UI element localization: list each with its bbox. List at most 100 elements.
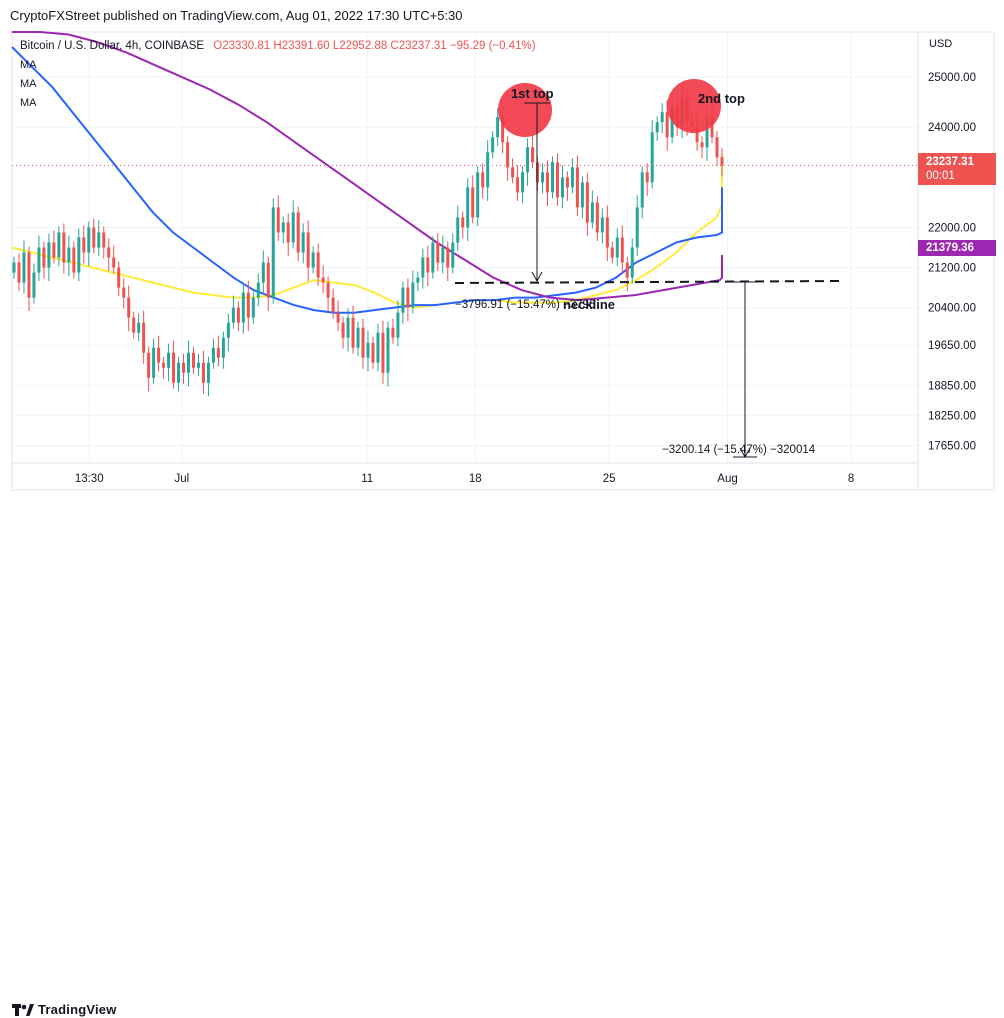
candle-body — [481, 172, 485, 188]
candle-body — [162, 362, 166, 368]
measure-arrowhead — [531, 271, 543, 283]
candle-body — [620, 237, 624, 263]
y-tick-label: 22000.00 — [928, 222, 976, 234]
candle-body — [271, 207, 275, 298]
chart-grid — [11, 31, 995, 491]
candle-body — [201, 362, 205, 383]
candle-body — [506, 142, 510, 168]
candle-body — [466, 187, 470, 228]
candle-body — [42, 247, 46, 268]
candle-body — [391, 327, 395, 338]
candle-body — [555, 162, 559, 198]
candle-body — [635, 207, 639, 248]
candle-body — [177, 362, 181, 383]
candle-body — [526, 147, 530, 173]
candle-body — [406, 287, 410, 308]
candle-body — [705, 117, 709, 148]
neckline — [454, 280, 843, 284]
candle-body — [182, 362, 186, 373]
candle-body — [52, 242, 56, 258]
candle-body — [331, 297, 335, 313]
candle-body — [112, 257, 116, 268]
candle-body — [645, 172, 649, 183]
publisher-header: CryptoFXStreet published on TradingView.… — [0, 0, 1004, 32]
candle-body — [660, 112, 664, 123]
chart-frame — [11, 31, 995, 491]
x-tick-label: 11 — [361, 473, 373, 485]
candle-body — [580, 182, 584, 208]
candle-body — [276, 207, 280, 233]
candle-body — [605, 217, 609, 248]
candle-body — [630, 247, 634, 278]
symbol-name: Bitcoin / U.S. Dollar, 4h, COINBASE — [20, 40, 205, 52]
second-top-marker — [667, 79, 721, 133]
candle-body — [127, 297, 131, 318]
candle-body — [441, 247, 445, 263]
pattern-annotations: 1st top 2nd top neckline−3796.91 (−15.47%)… — [454, 79, 843, 459]
candle-body — [47, 242, 51, 268]
candle-body — [531, 147, 535, 163]
y-tick-label: 19650.00 — [928, 340, 976, 352]
candle-body — [436, 242, 440, 263]
candle-body — [92, 227, 96, 248]
candle-body — [541, 172, 545, 183]
x-tick-label: Jul — [175, 473, 190, 485]
ma-label-slow[interactable]: MA — [20, 97, 37, 109]
candle-body — [147, 352, 151, 378]
y-tick-label: 24000.00 — [928, 122, 976, 134]
candle-body — [286, 222, 290, 243]
y-tick-label: 20400.00 — [928, 303, 976, 315]
candle-body — [446, 247, 450, 268]
candle-body — [416, 277, 420, 283]
y-tick-label: 21200.00 — [928, 263, 976, 275]
candle-body — [496, 117, 500, 138]
candle-body — [665, 112, 669, 138]
candle-body — [346, 317, 350, 338]
ma-slow-line — [12, 31, 723, 302]
candle-body — [261, 262, 265, 283]
candle-body — [700, 142, 704, 148]
candle-body — [386, 327, 390, 373]
x-tick-label: 18 — [469, 473, 482, 485]
candle-body — [501, 117, 505, 143]
last-price-value: 23237.31 — [926, 156, 974, 168]
candle-body — [27, 252, 31, 298]
candle-body — [301, 232, 305, 253]
candle-body — [72, 247, 76, 273]
candle-body — [426, 257, 430, 273]
candle-body — [600, 217, 604, 233]
candle-body — [62, 232, 66, 263]
ma-label-mid[interactable]: MA — [20, 78, 37, 90]
candle-body — [451, 242, 455, 268]
candle-body — [266, 262, 270, 298]
candle-body — [511, 167, 515, 178]
candle-body — [321, 277, 325, 283]
candle-body — [137, 322, 141, 333]
first-top-label: 1st top — [511, 86, 554, 101]
ma-label-fast[interactable]: MA — [20, 59, 37, 71]
y-tick-label: 17650.00 — [928, 440, 976, 452]
candle-body — [396, 312, 400, 338]
candle-body — [206, 362, 210, 383]
candle-body — [356, 327, 360, 348]
candle-body — [191, 352, 195, 368]
candle-body — [710, 117, 714, 138]
neckline-label: neckline — [563, 297, 615, 312]
candle-body — [117, 267, 121, 288]
candle-body — [67, 247, 71, 263]
candle-body — [281, 222, 285, 233]
candle-body — [12, 262, 16, 273]
candle-body — [291, 212, 295, 243]
measure-label-2: −3200.14 (−15.47%) −320014 — [662, 444, 816, 456]
candle-body — [236, 307, 240, 323]
price-chart[interactable]: 1st top 2nd top neckline−3796.91 (−15.47%)… — [0, 0, 1004, 532]
candle-body — [550, 162, 554, 193]
candle-body — [565, 177, 569, 188]
candle-body — [22, 252, 26, 283]
x-tick-label: 8 — [848, 473, 854, 485]
candle-body — [196, 362, 200, 368]
candle-body — [486, 152, 490, 188]
candle-body — [570, 167, 574, 188]
candle-body — [77, 237, 81, 273]
candle-body — [122, 287, 126, 298]
